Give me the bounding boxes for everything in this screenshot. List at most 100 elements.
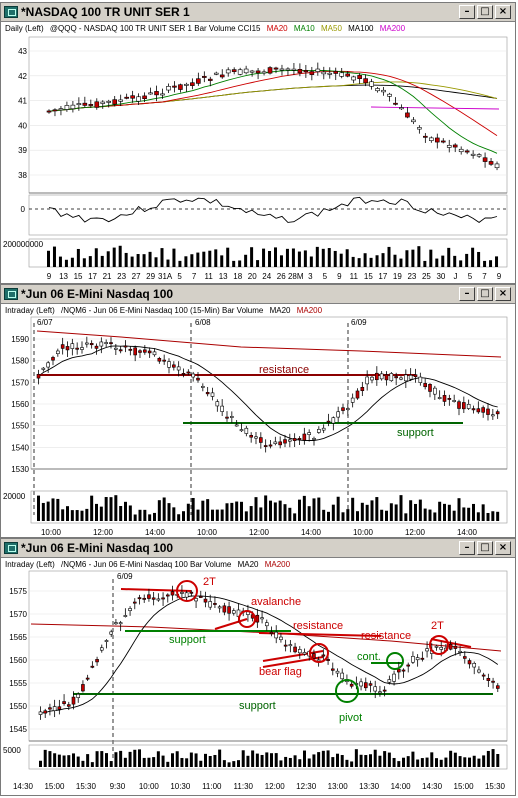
volume-bar bbox=[182, 511, 185, 521]
volume-bar bbox=[435, 758, 438, 767]
title-bar[interactable]: *Jun 06 E-Mini Nasdaq 100 – □ × bbox=[1, 285, 515, 304]
price-bar-body bbox=[261, 71, 267, 74]
intraday-15min-chart: 1590 1580 1570 1560 1550 1540 1530 6/07 6/08 6… bbox=[3, 316, 508, 537]
volume-bar bbox=[491, 511, 495, 521]
title-bar[interactable]: *Jun 06 E-Mini Nasdaq 100 – □ × bbox=[1, 539, 515, 558]
price-bar-body bbox=[309, 71, 315, 75]
time-axis-label: 31A bbox=[158, 272, 173, 281]
volume-bar bbox=[350, 761, 354, 767]
volume-bar bbox=[411, 249, 415, 267]
price-bar-body bbox=[288, 644, 293, 647]
minimize-button[interactable]: – bbox=[459, 541, 475, 555]
price-bar-body bbox=[143, 349, 147, 353]
price-bar-body bbox=[104, 342, 108, 344]
intraday-5min-window: *Jun 06 E-Mini Nasdaq 100 – □ × Intraday… bbox=[0, 538, 516, 796]
volume-bar bbox=[76, 756, 80, 767]
legend-ma50: MA50 bbox=[321, 24, 342, 33]
price-bar-body bbox=[205, 392, 210, 395]
volume-bar bbox=[196, 252, 200, 267]
price-axis-label: 43 bbox=[18, 47, 27, 56]
price-bar-body bbox=[213, 72, 219, 75]
volume-bar bbox=[303, 750, 306, 767]
volume-bar bbox=[202, 251, 206, 267]
time-axis-label: 15:00 bbox=[454, 782, 475, 791]
price-bar-body bbox=[215, 401, 220, 407]
volume-bar bbox=[356, 511, 359, 521]
time-axis-label: 9 bbox=[337, 272, 342, 281]
volume-bar bbox=[345, 249, 349, 267]
time-axis-label: 29 bbox=[146, 272, 155, 281]
volume-bar bbox=[274, 753, 278, 767]
price-axis-label: 1580 bbox=[11, 357, 29, 366]
price-bar-body bbox=[302, 433, 307, 441]
price-bar-body bbox=[52, 706, 57, 711]
volume-bar bbox=[75, 510, 79, 521]
volume-bar bbox=[70, 257, 74, 267]
volume-bar bbox=[354, 749, 358, 767]
minimize-button[interactable]: – bbox=[459, 287, 475, 301]
volume-bar bbox=[351, 256, 355, 267]
volume-bar bbox=[373, 749, 377, 767]
price-bar-body bbox=[138, 350, 142, 353]
price-bar-body bbox=[394, 376, 398, 379]
price-bar-body bbox=[225, 416, 229, 419]
volume-bar bbox=[327, 248, 331, 267]
continuation-label: cont. bbox=[357, 651, 381, 663]
price-bar-body bbox=[429, 137, 434, 141]
price-bar-body bbox=[381, 89, 386, 93]
price-bar-body bbox=[66, 704, 71, 707]
ma200-line bbox=[36, 330, 502, 358]
close-button[interactable]: × bbox=[495, 541, 511, 555]
price-bar-body bbox=[118, 99, 123, 102]
price-bar-body bbox=[351, 76, 356, 81]
price-bar-body bbox=[118, 622, 123, 625]
price-bar-body bbox=[210, 392, 215, 397]
price-bar-body bbox=[404, 374, 408, 382]
volume-bar bbox=[447, 504, 451, 521]
volume-bar bbox=[482, 755, 486, 767]
volume-bar bbox=[317, 497, 321, 521]
time-axis-label: J bbox=[453, 272, 457, 281]
time-axis-label: 30 bbox=[436, 272, 445, 281]
price-bar-body bbox=[433, 387, 437, 395]
volume-bar bbox=[72, 753, 75, 767]
price-bar-body bbox=[387, 679, 392, 683]
minimize-button[interactable]: – bbox=[459, 5, 475, 19]
volume-bar bbox=[161, 755, 165, 767]
close-button[interactable]: × bbox=[495, 5, 511, 19]
maximize-button[interactable]: □ bbox=[477, 541, 493, 555]
maximize-button[interactable]: □ bbox=[477, 5, 493, 19]
volume-bar bbox=[47, 250, 50, 267]
price-bar-body bbox=[297, 438, 302, 440]
price-bar-body bbox=[307, 432, 311, 435]
price-bar-body bbox=[133, 347, 137, 356]
volume-bar bbox=[57, 754, 61, 767]
volume-bar bbox=[447, 247, 451, 267]
maximize-button[interactable]: □ bbox=[477, 287, 493, 301]
price-axis-label: 1570 bbox=[9, 610, 27, 619]
price-axis-label: 1530 bbox=[11, 465, 29, 474]
volume-bar bbox=[185, 758, 189, 767]
price-bar-body bbox=[482, 157, 488, 162]
price-bar-body bbox=[379, 373, 384, 380]
price-bar-body bbox=[321, 71, 327, 75]
title-bar[interactable]: *NASDAQ 100 TR UNIT SER 1 – □ × bbox=[1, 3, 515, 22]
volume-bar bbox=[100, 751, 104, 767]
time-axis-label: 11:30 bbox=[234, 782, 254, 791]
price-bar-body bbox=[274, 631, 279, 639]
close-button[interactable]: × bbox=[495, 287, 511, 301]
price-bar-body bbox=[58, 108, 64, 111]
volume-bar bbox=[100, 255, 104, 267]
price-bar-body bbox=[109, 342, 113, 345]
price-bar-body bbox=[326, 420, 331, 423]
time-axis-label: 14:00 bbox=[301, 528, 322, 537]
volume-bar bbox=[425, 757, 429, 767]
legend-ma200: MA200 bbox=[379, 24, 406, 33]
price-bar-body bbox=[349, 683, 354, 687]
volume-bar bbox=[489, 260, 493, 267]
volume-bar bbox=[70, 510, 74, 521]
volume-bar bbox=[82, 258, 86, 267]
volume-bar bbox=[218, 749, 222, 767]
legend-interval: Daily (Left) bbox=[5, 24, 44, 33]
volume-bar bbox=[119, 506, 123, 521]
